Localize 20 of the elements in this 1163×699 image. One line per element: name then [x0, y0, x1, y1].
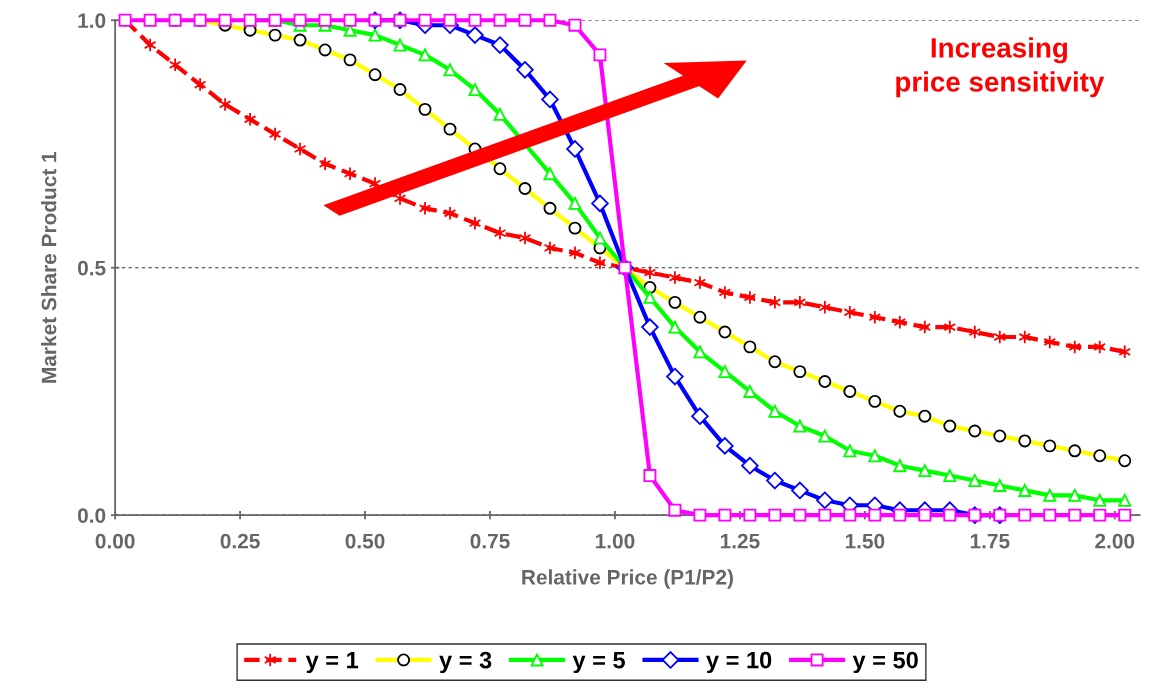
legend-label: y = 50	[852, 651, 918, 674]
legend-label: y = 10	[706, 651, 772, 674]
x-tick-label: 1.50	[845, 533, 885, 549]
x-tick-label: 0.75	[470, 533, 510, 549]
x-tick-label: 1.75	[970, 533, 1010, 549]
legend-label: y = 1	[305, 651, 359, 674]
x-tick-label: 0.25	[220, 533, 260, 549]
x-tick-label: 1.25	[720, 533, 760, 549]
annotation: Increasing price sensitivity	[896, 37, 1105, 98]
legend-label: y = 5	[572, 651, 625, 674]
y-tick-label: 0.5	[77, 260, 106, 276]
x-tick-label: 0.00	[95, 533, 135, 549]
x-tick-label: 2.00	[1095, 533, 1135, 549]
y-tick-label: 0.0	[77, 508, 106, 523]
x-tick-label: 0.50	[345, 533, 385, 549]
x-axis-title: Relative Price (P1/P2)	[522, 569, 733, 589]
x-tick-label: 1.00	[595, 533, 635, 549]
y-axis-title: Market Share Product 1	[41, 151, 57, 383]
y-tick-label: 1.0	[78, 13, 106, 29]
legend-label: y = 3	[439, 651, 492, 674]
